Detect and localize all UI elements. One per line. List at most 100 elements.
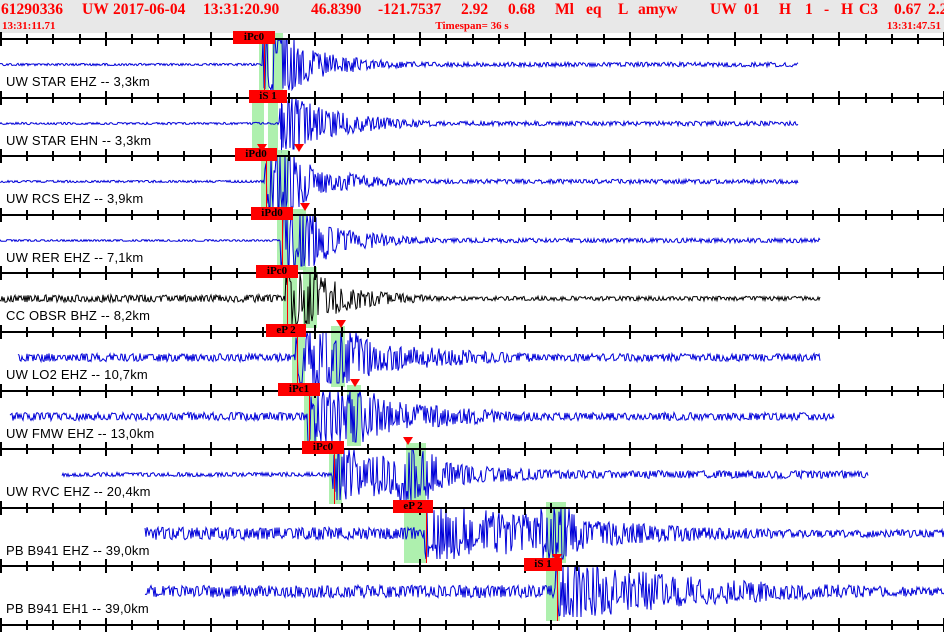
longitude: -121.7537 bbox=[378, 1, 442, 18]
pick-label[interactable]: iS 1 bbox=[524, 558, 562, 571]
pick-label[interactable]: eP 2 bbox=[266, 324, 306, 337]
axis-major-tick bbox=[314, 91, 316, 105]
pick-label[interactable]: iPd0 bbox=[235, 148, 277, 161]
axis-major-tick bbox=[838, 325, 840, 339]
axis-minor-tick bbox=[183, 503, 185, 513]
phase-marker-triangle[interactable] bbox=[300, 203, 310, 211]
pick-label[interactable]: iS 1 bbox=[249, 90, 287, 103]
axis-minor-tick bbox=[26, 620, 28, 630]
pick-line[interactable] bbox=[426, 502, 427, 563]
axis-minor-tick bbox=[576, 268, 578, 278]
station-channel-label: UW RVC EHZ -- 20,4km bbox=[6, 484, 151, 499]
axis-minor-tick bbox=[655, 444, 657, 454]
pick-line[interactable] bbox=[557, 560, 558, 621]
trace-row[interactable]: iPc0 UW RVC EHZ -- 20,4km bbox=[0, 437, 944, 504]
axis-minor-tick bbox=[786, 268, 788, 278]
network-code: UW bbox=[82, 1, 109, 18]
axis-minor-tick bbox=[786, 561, 788, 571]
axis-minor-tick bbox=[550, 620, 552, 630]
phase-marker-triangle[interactable] bbox=[336, 320, 346, 328]
pick-label[interactable]: iPc0 bbox=[256, 265, 298, 278]
trace-row[interactable]: iS 1 UW STAR EHN -- 3,3km bbox=[0, 90, 944, 153]
pick-line[interactable] bbox=[281, 92, 282, 153]
pick-label[interactable]: iPc1 bbox=[278, 383, 320, 396]
axis-minor-tick bbox=[367, 503, 369, 513]
axis-major-tick bbox=[838, 384, 840, 398]
pick-line[interactable] bbox=[264, 33, 265, 94]
trace-row[interactable]: iPc0 CC OBSR BHZ -- 8,2km bbox=[0, 265, 944, 328]
pick-line[interactable] bbox=[266, 150, 267, 211]
axis-minor-tick bbox=[26, 503, 28, 513]
waveform-container bbox=[0, 38, 944, 91]
axis-minor-tick bbox=[393, 444, 395, 454]
axis-minor-tick bbox=[236, 210, 238, 220]
trace-row[interactable]: iS 1 PB B941 EH1 -- 39,0km bbox=[0, 554, 944, 621]
time-axis bbox=[0, 208, 944, 222]
pick-line[interactable] bbox=[309, 385, 310, 446]
axis-minor-tick bbox=[341, 93, 343, 103]
pick-label[interactable]: eP 2 bbox=[393, 500, 433, 513]
axis-minor-tick bbox=[472, 386, 474, 396]
trace-row[interactable]: iPd0 UW RCS EHZ -- 3,9km bbox=[0, 144, 944, 211]
axis-major-tick bbox=[838, 91, 840, 105]
axis-minor-tick bbox=[183, 386, 185, 396]
axis-minor-tick bbox=[79, 386, 81, 396]
axis-minor-tick bbox=[498, 503, 500, 513]
axis-major-tick bbox=[0, 559, 2, 573]
axis-minor-tick bbox=[26, 93, 28, 103]
axis-major-tick bbox=[838, 208, 840, 222]
pick-label[interactable]: iPd0 bbox=[251, 207, 293, 220]
pick-line[interactable] bbox=[282, 209, 283, 270]
axis-minor-tick bbox=[472, 268, 474, 278]
axis-major-tick bbox=[105, 266, 107, 280]
analysis-window bbox=[292, 326, 305, 387]
axis-minor-tick bbox=[79, 620, 81, 630]
axis-minor-tick bbox=[865, 561, 867, 571]
time-axis-header: 13:31:11.71 Timespan= 36 s 13:31:47.51 bbox=[0, 19, 944, 33]
pick-line[interactable] bbox=[334, 443, 335, 504]
axis-minor-tick bbox=[157, 444, 159, 454]
axis-major-tick bbox=[838, 618, 840, 632]
axis-major-tick bbox=[838, 32, 840, 46]
axis-minor-tick bbox=[760, 620, 762, 630]
axis-minor-tick bbox=[576, 620, 578, 630]
pick-label[interactable]: iPc0 bbox=[302, 441, 344, 454]
axis-minor-tick bbox=[707, 620, 709, 630]
axis-major-tick bbox=[210, 149, 212, 163]
axis-minor-tick bbox=[498, 444, 500, 454]
phase-marker-triangle[interactable] bbox=[403, 437, 413, 445]
axis-minor-tick bbox=[655, 34, 657, 44]
axis-minor-tick bbox=[760, 151, 762, 161]
trace-row[interactable]: iPc1 UW FMW EHZ -- 13,0km bbox=[0, 379, 944, 446]
trace-row[interactable]: iPd0 UW RER EHZ -- 7,1km bbox=[0, 203, 944, 270]
axis-minor-tick bbox=[550, 444, 552, 454]
trace-row[interactable]: iPc0 UW STAR EHZ -- 3,3km bbox=[0, 31, 944, 94]
axis-minor-tick bbox=[26, 386, 28, 396]
pick-label[interactable]: iPc0 bbox=[233, 31, 275, 44]
axis-major-tick bbox=[210, 32, 212, 46]
axis-major-tick bbox=[734, 32, 736, 46]
axis-minor-tick bbox=[681, 210, 683, 220]
phase-marker-triangle[interactable] bbox=[350, 379, 360, 387]
axis-major-tick bbox=[524, 442, 526, 456]
waveform bbox=[144, 507, 944, 560]
axis-major-tick bbox=[0, 442, 2, 456]
version: 01 bbox=[744, 1, 760, 18]
phase-marker-triangle[interactable] bbox=[294, 144, 304, 152]
trace-row[interactable]: eP 2 UW LO2 EHZ -- 10,7km bbox=[0, 320, 944, 387]
waveform bbox=[0, 97, 799, 150]
axis-minor-tick bbox=[472, 561, 474, 571]
axis-minor-tick bbox=[26, 444, 28, 454]
axis-minor-tick bbox=[891, 444, 893, 454]
axis-minor-tick bbox=[79, 503, 81, 513]
axis-minor-tick bbox=[79, 151, 81, 161]
axis-minor-tick bbox=[445, 503, 447, 513]
axis-major-tick bbox=[629, 618, 631, 632]
trace-panel[interactable]: iPc0 UW STAR EHZ -- 3,3km iS 1 UW STAR EHN … bbox=[0, 31, 944, 640]
pick-line[interactable] bbox=[297, 326, 298, 387]
axis-minor-tick bbox=[157, 503, 159, 513]
pick-line[interactable] bbox=[287, 267, 288, 328]
axis-minor-tick bbox=[707, 386, 709, 396]
trace-row[interactable]: eP 2 PB B941 EHZ -- 39,0km bbox=[0, 500, 944, 563]
axis-minor-tick bbox=[550, 327, 552, 337]
